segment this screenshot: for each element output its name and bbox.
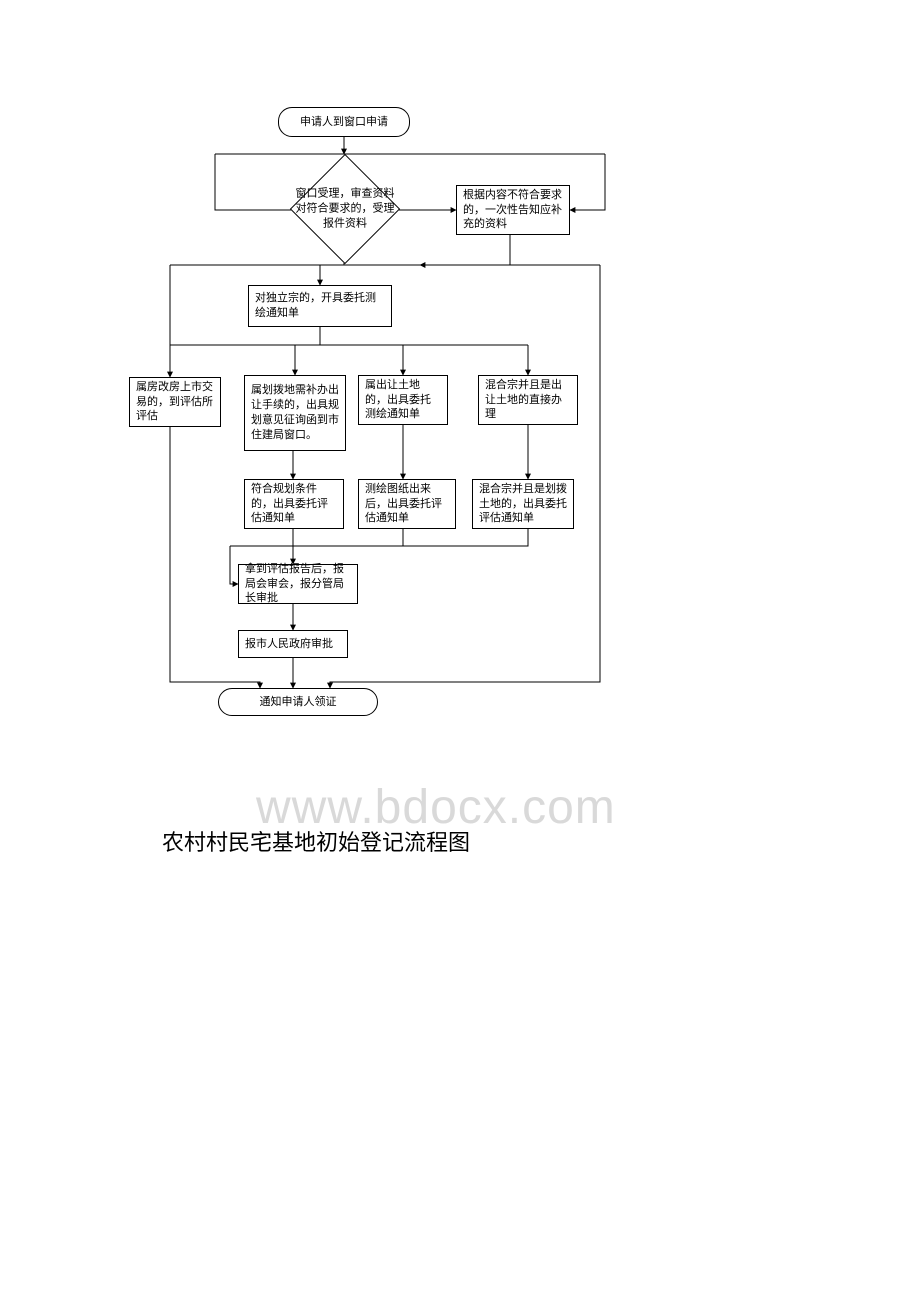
node-label: 对独立宗的，开具委托测绘通知单 bbox=[255, 291, 385, 321]
flowchart-caption: 农村村民宅基地初始登记流程图 bbox=[162, 825, 470, 857]
node-eval-b: 测绘图纸出来后，出具委托评估通知单 bbox=[358, 479, 456, 529]
node-label: 申请人到窗口申请 bbox=[300, 115, 388, 130]
node-label: 属划拨地需补办出让手续的，出具规划意见征询函到市住建局窗口。 bbox=[251, 383, 339, 442]
node-label: 窗口受理，审查资料对符合要求的，受理报件资料 bbox=[290, 187, 399, 232]
node-review: 拿到评估报告后，报局会审会，报分管局长审批 bbox=[238, 564, 358, 604]
node-label: 属出让土地的，出具委托测绘通知单 bbox=[365, 378, 441, 423]
node-label: 混合宗并且是划拨土地的，出具委托评估通知单 bbox=[479, 482, 567, 527]
node-end: 通知申请人领证 bbox=[218, 688, 378, 716]
node-branch-d: 混合宗并且是出让土地的直接办理 bbox=[478, 375, 578, 425]
node-decision: 窗口受理，审查资料对符合要求的，受理报件资料 bbox=[306, 170, 384, 248]
node-label: 通知申请人领证 bbox=[260, 695, 337, 710]
flowchart-canvas: 申请人到窗口申请 窗口受理，审查资料对符合要求的，受理报件资料 根据内容不符合要… bbox=[0, 0, 920, 1302]
node-label: 属房改房上市交易的，到评估所评估 bbox=[136, 380, 214, 425]
node-label: 报市人民政府审批 bbox=[245, 637, 333, 652]
node-branch-c: 属出让土地的，出具委托测绘通知单 bbox=[358, 375, 448, 425]
node-gov: 报市人民政府审批 bbox=[238, 630, 348, 658]
node-eval-a: 符合规划条件的，出具委托评估通知单 bbox=[244, 479, 344, 529]
node-label: 根据内容不符合要求的，一次性告知应补充的资料 bbox=[463, 188, 563, 233]
node-label: 混合宗并且是出让土地的直接办理 bbox=[485, 378, 571, 423]
node-eval-c: 混合宗并且是划拨土地的，出具委托评估通知单 bbox=[472, 479, 574, 529]
node-survey: 对独立宗的，开具委托测绘通知单 bbox=[248, 285, 392, 327]
node-supplement: 根据内容不符合要求的，一次性告知应补充的资料 bbox=[456, 185, 570, 235]
node-branch-a: 属房改房上市交易的，到评估所评估 bbox=[129, 377, 221, 427]
node-label: 符合规划条件的，出具委托评估通知单 bbox=[251, 482, 337, 527]
node-start: 申请人到窗口申请 bbox=[278, 107, 410, 137]
node-branch-b: 属划拨地需补办出让手续的，出具规划意见征询函到市住建局窗口。 bbox=[244, 375, 346, 451]
node-label: 拿到评估报告后，报局会审会，报分管局长审批 bbox=[245, 562, 351, 607]
node-label: 测绘图纸出来后，出具委托评估通知单 bbox=[365, 482, 449, 527]
